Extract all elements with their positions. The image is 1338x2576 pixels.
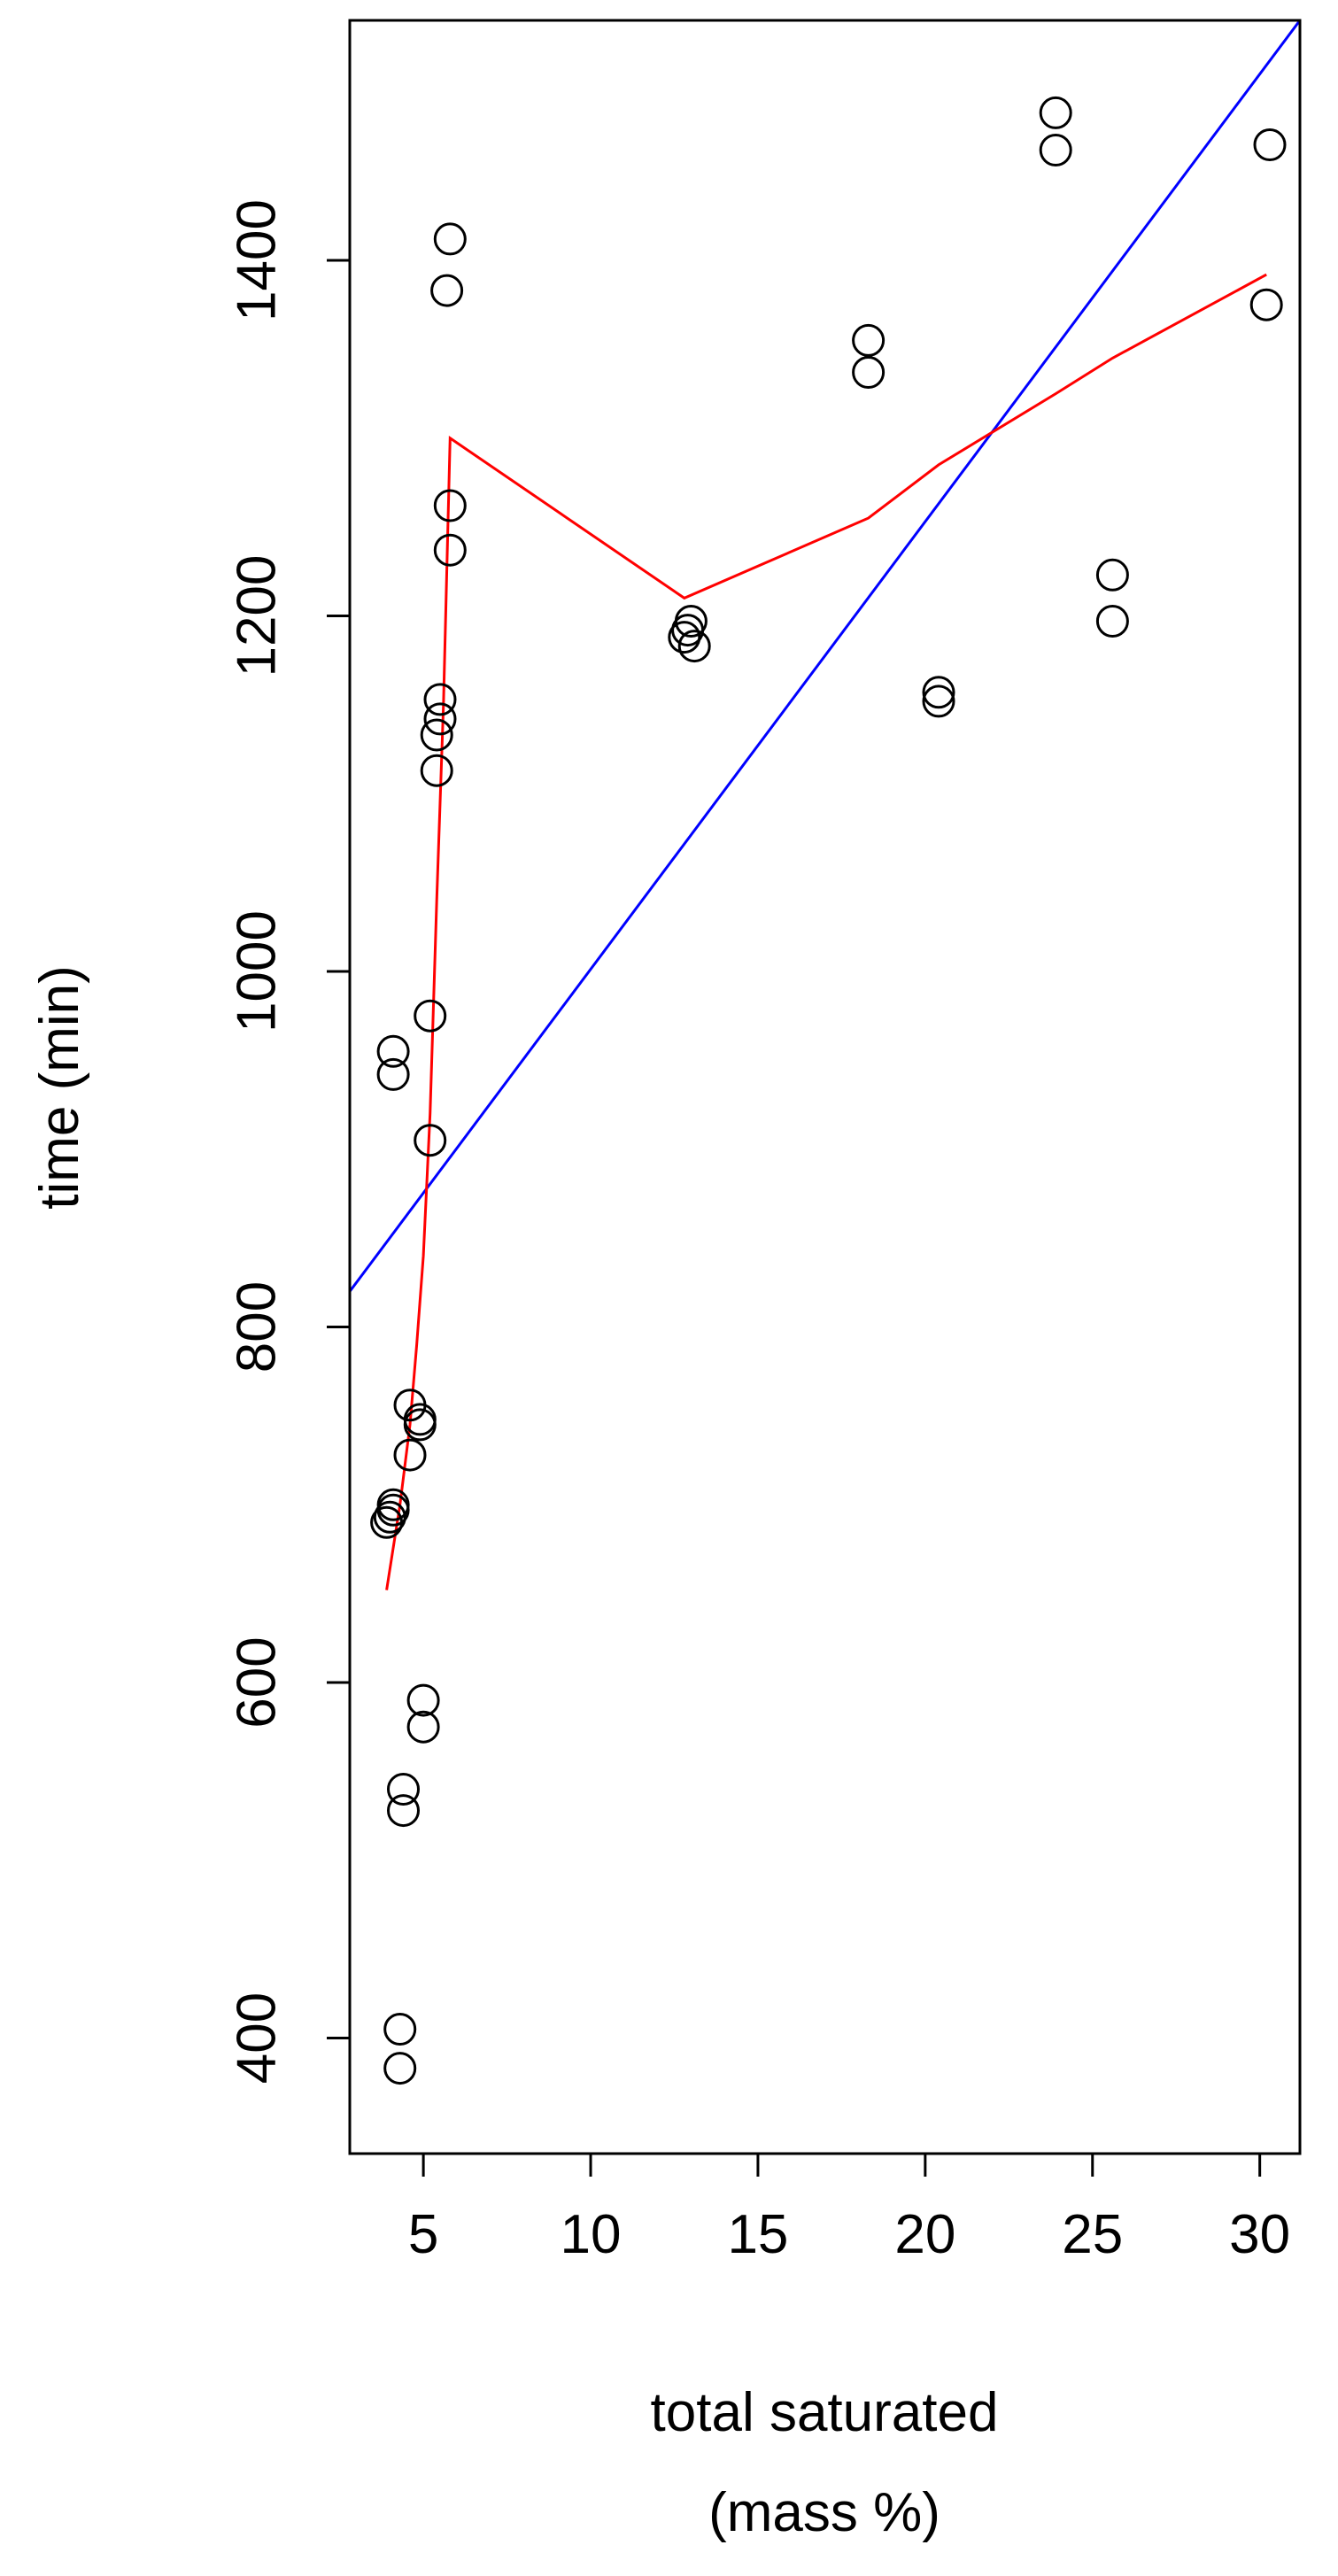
data-point <box>423 702 457 736</box>
data-point <box>420 754 453 787</box>
data-point <box>387 1773 420 1806</box>
data-point <box>852 356 886 389</box>
data-point <box>406 1683 440 1717</box>
x-tick-label: 5 <box>408 2204 438 2265</box>
data-point <box>393 1438 427 1472</box>
data-point <box>430 274 464 307</box>
data-point <box>1095 605 1129 638</box>
data-point <box>1039 134 1072 166</box>
data-point <box>668 621 701 654</box>
data-points <box>370 96 1287 2085</box>
y-tick-label: 800 <box>227 1281 288 1373</box>
data-point <box>433 222 467 256</box>
x-tick-label: 15 <box>727 2204 788 2265</box>
data-point <box>922 685 955 718</box>
data-point <box>414 999 447 1033</box>
data-point <box>373 1500 406 1534</box>
data-point <box>433 489 467 522</box>
x-axis-title-line-1: total saturated <box>651 2382 999 2443</box>
data-point <box>852 323 886 357</box>
data-point <box>420 718 453 752</box>
data-point <box>376 1057 410 1091</box>
data-point <box>383 2052 417 2085</box>
y-tick-label: 1400 <box>227 199 288 321</box>
data-point <box>674 605 708 638</box>
y-axis: 400 600 800 1000 1200 1400 <box>227 199 352 2084</box>
x-axis: 5 10 15 20 25 30 <box>408 2152 1290 2265</box>
data-point <box>376 1488 410 1521</box>
data-point <box>383 2013 417 2046</box>
data-point <box>1249 288 1283 321</box>
y-tick-label: 400 <box>227 1992 288 2084</box>
data-point <box>1039 96 1072 129</box>
data-point <box>1253 128 1287 161</box>
x-tick-label: 10 <box>561 2204 622 2265</box>
data-point <box>414 1124 447 1157</box>
data-point <box>393 1389 427 1422</box>
x-tick-label: 25 <box>1062 2204 1123 2265</box>
x-tick-label: 20 <box>894 2204 955 2265</box>
data-point <box>433 533 467 567</box>
data-point <box>423 683 457 716</box>
data-point <box>677 630 711 663</box>
data-point <box>406 1710 440 1744</box>
y-axis-title: time (min) <box>29 965 90 1210</box>
data-point <box>922 676 955 709</box>
data-point <box>376 1034 410 1068</box>
y-tick-label: 600 <box>227 1636 288 1728</box>
y-tick-label: 1200 <box>227 555 288 677</box>
x-axis-title-line-2: (mass %) <box>708 2482 940 2543</box>
linear-fit-line <box>350 20 1300 1293</box>
x-tick-label: 30 <box>1229 2204 1290 2265</box>
y-tick-label: 1000 <box>227 910 288 1033</box>
data-point <box>1095 558 1129 592</box>
data-point <box>387 1794 420 1828</box>
